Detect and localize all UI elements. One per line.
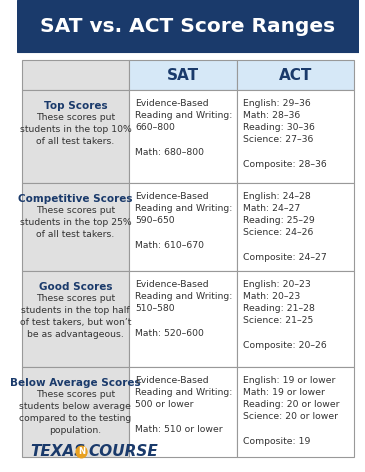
Text: Evidence-Based
Reading and Writing:
500 or lower

Math: 510 or lower: Evidence-Based Reading and Writing: 500 …: [135, 376, 232, 434]
Bar: [129, 271, 237, 367]
Text: SAT vs. ACT Score Ranges: SAT vs. ACT Score Ranges: [40, 17, 335, 35]
Text: English: 20–23
Math: 20–23
Reading: 21–28
Science: 21–25

Composite: 20–26: English: 20–23 Math: 20–23 Reading: 21–2…: [243, 280, 326, 350]
Bar: [129, 60, 237, 90]
Circle shape: [76, 446, 87, 458]
Text: Top Scores: Top Scores: [44, 101, 107, 111]
Bar: [22, 60, 129, 90]
Text: These scores put
students in the top 10%
of all test takers.: These scores put students in the top 10%…: [20, 113, 131, 146]
Text: TEXAS: TEXAS: [30, 445, 85, 460]
Bar: [22, 367, 129, 457]
Text: Evidence-Based
Reading and Writing:
510–580

Math: 520–600: Evidence-Based Reading and Writing: 510–…: [135, 280, 232, 337]
Text: Competitive Scores: Competitive Scores: [18, 194, 133, 204]
Text: Good Scores: Good Scores: [39, 282, 112, 292]
Text: These scores put
students in the top 25%
of all test takers.: These scores put students in the top 25%…: [20, 206, 131, 239]
Text: These scores put
students below average
compared to the testing
population.: These scores put students below average …: [19, 390, 131, 436]
Bar: [129, 183, 237, 271]
Bar: [237, 183, 354, 271]
Bar: [17, 0, 359, 52]
Bar: [22, 90, 129, 183]
Bar: [22, 183, 129, 271]
Bar: [22, 271, 129, 367]
Text: English: 19 or lower
Math: 19 or lower
Reading: 20 or lower
Science: 20 or lower: English: 19 or lower Math: 19 or lower R…: [243, 376, 339, 446]
Text: Evidence-Based
Reading and Writing:
590–650

Math: 610–670: Evidence-Based Reading and Writing: 590–…: [135, 192, 232, 250]
Text: Below Average Scores: Below Average Scores: [10, 378, 141, 388]
Text: SAT: SAT: [167, 67, 199, 83]
Bar: [237, 60, 354, 90]
Text: English: 24–28
Math: 24–27
Reading: 25–29
Science: 24–26

Composite: 24–27: English: 24–28 Math: 24–27 Reading: 25–2…: [243, 192, 326, 262]
Text: COURSE: COURSE: [88, 445, 158, 460]
Text: English: 29–36
Math: 28–36
Reading: 30–36
Science: 27–36

Composite: 28–36: English: 29–36 Math: 28–36 Reading: 30–3…: [243, 99, 326, 169]
Bar: [237, 90, 354, 183]
Bar: [237, 367, 354, 457]
Text: Evidence-Based
Reading and Writing:
660–800

Math: 680–800: Evidence-Based Reading and Writing: 660–…: [135, 99, 232, 157]
Bar: [237, 271, 354, 367]
Bar: [129, 367, 237, 457]
Text: ACT: ACT: [279, 67, 312, 83]
Text: These scores put
students in the top half
of test takers, but won’t
be as advant: These scores put students in the top hal…: [20, 294, 131, 339]
Text: N: N: [78, 447, 85, 456]
Bar: [129, 90, 237, 183]
